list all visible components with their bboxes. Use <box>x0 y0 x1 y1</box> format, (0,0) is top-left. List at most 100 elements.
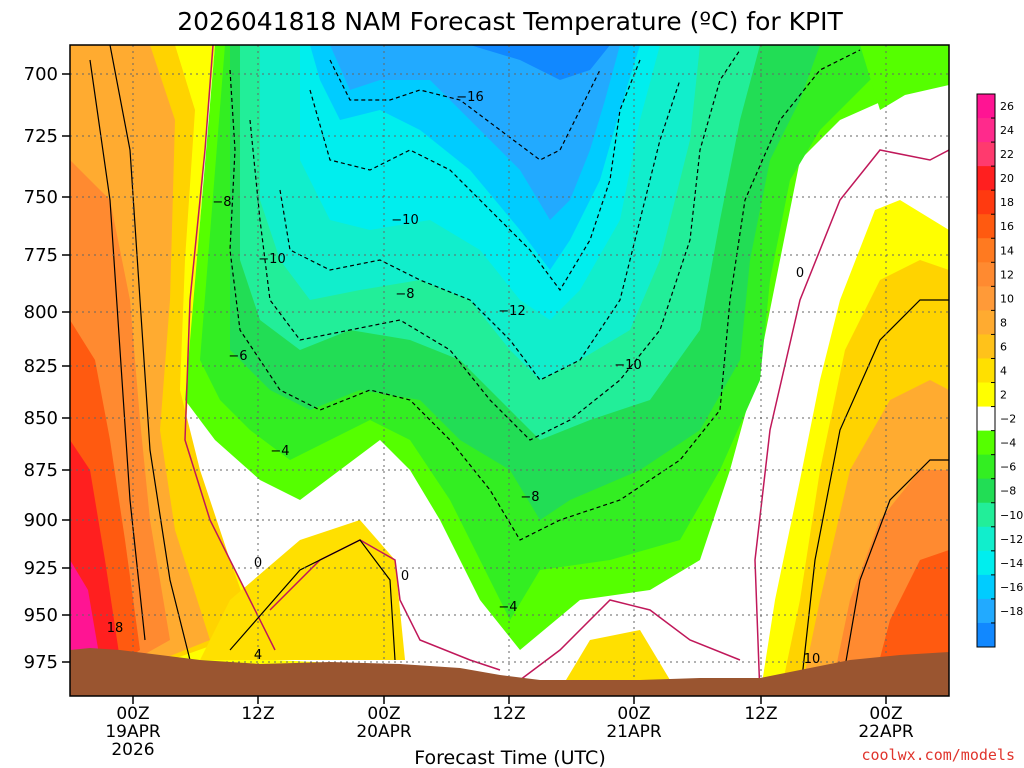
contour-label: −4 <box>270 444 289 459</box>
y-tick-label: 850 <box>24 408 58 429</box>
colorbar-swatch <box>977 406 995 432</box>
colorbar-tick-label: −16 <box>1000 581 1023 594</box>
colorbar-tick-label: −8 <box>1000 485 1016 498</box>
chart-title: 2026041818 NAM Forecast Temperature (ºC)… <box>177 7 843 36</box>
x-tick-label: 19APR <box>105 722 161 742</box>
y-tick-label: 700 <box>24 64 58 85</box>
y-tick-label: 725 <box>24 126 58 147</box>
band-coldest-blue <box>470 45 610 80</box>
colorbar-tick-label: −4 <box>1000 437 1016 450</box>
contour-label: 0 <box>254 556 262 571</box>
contour-label: −12 <box>498 304 525 319</box>
x-axis-label: Forecast Time (UTC) <box>414 747 605 768</box>
y-tick-label: 775 <box>24 245 58 266</box>
x-tick-label: 00Z <box>869 704 902 724</box>
freezing-line <box>519 599 741 681</box>
band-day3-yellow <box>560 630 670 690</box>
contour-labels: −16 −10 −8 −10 −6 −8 −12 −10 −4 −8 −4 0 0 0 4 10 18 <box>107 90 821 667</box>
freezing-line <box>754 149 949 696</box>
y-tick-label: 825 <box>24 356 58 377</box>
y-tick-label: 875 <box>24 460 58 481</box>
colorbar: 26 24 22 20 18 16 14 12 10 8 6 4 2 −2 −4 −6 −8 −10 −12 −14 −… <box>976 93 1023 648</box>
colorbar-tick-label: 14 <box>1000 244 1014 257</box>
colorbar-swatch <box>977 94 995 119</box>
colorbar-tick-label: 12 <box>1000 268 1014 281</box>
x-tick-label: 00Z <box>367 704 400 724</box>
colorbar-swatch <box>977 118 995 143</box>
colorbar-swatch <box>977 502 995 528</box>
colorbar-swatch <box>977 166 995 191</box>
contour-label: 4 <box>254 648 262 663</box>
colorbar-swatch <box>977 286 995 311</box>
colorbar-swatch <box>977 598 995 624</box>
colorbar-swatch <box>977 142 995 167</box>
x-tick-label: 20APR <box>356 722 412 742</box>
contour <box>309 59 641 292</box>
x-tick-label: 12Z <box>492 704 525 724</box>
colorbar-swatch <box>977 214 995 239</box>
colorbar-frame <box>976 93 996 648</box>
band-cold-blue <box>330 45 620 220</box>
colorbar-swatch <box>977 334 995 359</box>
colorbar-swatch <box>977 190 995 215</box>
contour <box>799 299 949 696</box>
credit-link[interactable]: coolwx.com/models <box>861 746 1015 764</box>
y-tick-label: 750 <box>24 187 58 208</box>
y-tick-label: 800 <box>24 302 58 323</box>
contour-label: 10 <box>804 652 821 667</box>
colorbar-tick-label: −18 <box>1000 605 1023 618</box>
colorbar-swatch <box>977 622 995 648</box>
contour-label: −4 <box>498 600 517 615</box>
y-tick-label: 975 <box>24 652 58 673</box>
colorbar-tick-label: 16 <box>1000 220 1014 233</box>
contour <box>229 539 396 661</box>
colorbar-swatch <box>977 550 995 576</box>
colorbar-swatch <box>977 382 995 408</box>
x-tick-label: 22APR <box>858 722 914 742</box>
contour-label: 0 <box>796 266 804 281</box>
colorbar-tick-label: −6 <box>1000 461 1016 474</box>
contour-label: −8 <box>395 287 414 302</box>
contour-lines <box>89 45 949 696</box>
terrain <box>70 648 949 696</box>
colorbar-tick-label: 22 <box>1000 148 1014 161</box>
freezing-line <box>184 45 276 651</box>
colorbar-tick-label: 24 <box>1000 124 1014 137</box>
colorbar-tick-label: 18 <box>1000 196 1014 209</box>
contour-label: 0 <box>401 569 409 584</box>
contour <box>329 59 601 161</box>
plot-area: 700 725 750 775 800 825 850 875 900 925 950 975 00Z… <box>24 44 950 760</box>
contour <box>89 59 146 641</box>
x-tick-label: 12Z <box>744 704 777 724</box>
y-tick-label: 925 <box>24 558 58 579</box>
colorbar-tick-label: 4 <box>1000 365 1007 378</box>
colorbar-swatch <box>977 358 995 384</box>
colorbar-swatch <box>977 454 995 480</box>
contour-label: −16 <box>456 90 483 105</box>
contour-label: −10 <box>258 252 285 267</box>
colorbar-tick-label: 26 <box>1000 100 1014 113</box>
colorbar-swatch <box>977 430 995 456</box>
colorbar-tick-label: 2 <box>1000 389 1007 402</box>
y-tick-label: 950 <box>24 605 58 626</box>
colorbar-tick-label: 20 <box>1000 172 1014 185</box>
colorbar-swatch <box>977 478 995 504</box>
x-tick-label: 00Z <box>116 704 149 724</box>
contour-label: −10 <box>614 358 641 373</box>
x-tick-label: 21APR <box>606 722 662 742</box>
contour-label: −8 <box>520 490 539 505</box>
contour <box>839 459 949 696</box>
contour-label: −6 <box>228 349 247 364</box>
contour <box>109 45 191 661</box>
contour-label: 18 <box>107 621 124 636</box>
colorbar-tick-label: 10 <box>1000 292 1014 305</box>
y-axis-ticks: 700 725 750 775 800 825 850 875 900 925 950 975 <box>24 64 70 673</box>
contour-label: −10 <box>391 213 418 228</box>
contour <box>279 79 681 381</box>
colorbar-tick-label: 8 <box>1000 316 1007 329</box>
colorbar-tick-label: 6 <box>1000 340 1007 353</box>
gridlines <box>70 45 949 696</box>
y-tick-label: 900 <box>24 510 58 531</box>
